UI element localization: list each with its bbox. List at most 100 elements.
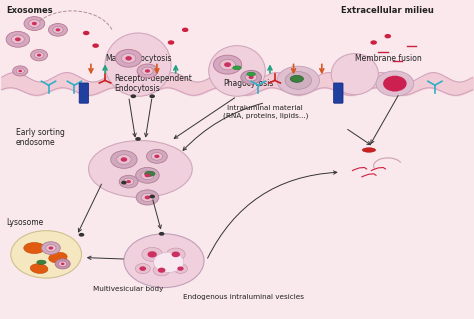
Circle shape — [166, 248, 185, 261]
Text: Early sorting
endosome: Early sorting endosome — [16, 128, 64, 147]
Text: Lysosome: Lysosome — [6, 218, 43, 227]
Circle shape — [154, 252, 184, 272]
Circle shape — [92, 43, 99, 48]
Circle shape — [137, 64, 158, 78]
Circle shape — [111, 151, 137, 168]
Circle shape — [135, 137, 141, 141]
Circle shape — [31, 49, 47, 61]
Text: Macropinocytosis: Macropinocytosis — [105, 54, 172, 63]
Circle shape — [141, 193, 154, 202]
Circle shape — [116, 49, 142, 67]
Circle shape — [121, 157, 127, 162]
Ellipse shape — [247, 72, 255, 76]
Ellipse shape — [209, 46, 265, 96]
Ellipse shape — [145, 171, 155, 176]
Text: Receptor-dependent
Endocytosis: Receptor-dependent Endocytosis — [115, 74, 192, 93]
Circle shape — [220, 59, 236, 70]
Circle shape — [37, 54, 41, 56]
Circle shape — [53, 26, 63, 33]
Circle shape — [48, 247, 53, 249]
Circle shape — [151, 152, 163, 160]
Text: Phagocytosis: Phagocytosis — [223, 79, 273, 88]
Circle shape — [121, 181, 127, 184]
Circle shape — [58, 261, 67, 267]
Circle shape — [145, 173, 150, 177]
Circle shape — [139, 266, 146, 271]
Circle shape — [117, 155, 131, 164]
Circle shape — [168, 40, 174, 45]
Circle shape — [383, 76, 407, 92]
Ellipse shape — [49, 252, 67, 263]
Text: Multivesicular body: Multivesicular body — [93, 286, 164, 292]
Circle shape — [149, 195, 155, 198]
Circle shape — [13, 66, 28, 76]
Text: Extracellular milieu: Extracellular milieu — [341, 6, 434, 15]
Ellipse shape — [362, 148, 375, 152]
Circle shape — [158, 268, 165, 273]
Circle shape — [18, 70, 22, 72]
Circle shape — [149, 94, 155, 98]
Circle shape — [55, 259, 70, 269]
Circle shape — [147, 251, 157, 257]
Circle shape — [48, 24, 67, 36]
Circle shape — [246, 73, 257, 81]
FancyBboxPatch shape — [79, 83, 89, 103]
Circle shape — [153, 264, 170, 276]
Circle shape — [28, 20, 40, 27]
Circle shape — [172, 251, 180, 257]
Circle shape — [125, 56, 132, 61]
Circle shape — [135, 263, 150, 274]
Circle shape — [182, 28, 189, 32]
Circle shape — [159, 232, 164, 236]
Ellipse shape — [30, 264, 48, 273]
FancyBboxPatch shape — [334, 83, 343, 103]
Ellipse shape — [36, 260, 46, 264]
Circle shape — [136, 190, 159, 205]
Circle shape — [142, 248, 163, 261]
Circle shape — [83, 31, 90, 35]
Circle shape — [11, 231, 82, 278]
Text: Exosomes: Exosomes — [6, 6, 53, 15]
Circle shape — [213, 55, 242, 74]
Circle shape — [126, 180, 131, 183]
Circle shape — [155, 155, 159, 158]
Circle shape — [145, 69, 150, 73]
Circle shape — [124, 234, 204, 287]
Circle shape — [123, 178, 134, 185]
Ellipse shape — [290, 75, 303, 82]
Text: Membrane fusion: Membrane fusion — [355, 54, 421, 63]
Circle shape — [177, 266, 183, 271]
Text: Intraluminal material
(RNA, proteins, lipids...): Intraluminal material (RNA, proteins, li… — [223, 105, 308, 119]
Circle shape — [61, 263, 64, 265]
Circle shape — [370, 40, 377, 45]
Circle shape — [136, 167, 159, 183]
Circle shape — [121, 54, 136, 63]
Circle shape — [224, 62, 231, 67]
Circle shape — [35, 52, 44, 58]
Circle shape — [24, 17, 45, 31]
Circle shape — [142, 67, 153, 75]
Circle shape — [32, 22, 37, 25]
Ellipse shape — [24, 242, 45, 254]
Ellipse shape — [89, 141, 192, 197]
Circle shape — [384, 34, 391, 38]
Circle shape — [145, 196, 150, 199]
Circle shape — [141, 171, 154, 180]
Circle shape — [79, 233, 84, 237]
Circle shape — [285, 71, 311, 89]
Circle shape — [119, 175, 138, 188]
Ellipse shape — [105, 33, 171, 96]
Circle shape — [55, 28, 60, 31]
Ellipse shape — [331, 54, 378, 95]
Circle shape — [376, 71, 414, 96]
Circle shape — [173, 264, 188, 273]
Circle shape — [146, 149, 167, 163]
Circle shape — [15, 37, 21, 41]
Ellipse shape — [233, 66, 241, 70]
Circle shape — [248, 76, 254, 79]
Circle shape — [46, 245, 56, 251]
Circle shape — [241, 70, 262, 84]
Circle shape — [41, 242, 60, 254]
Circle shape — [11, 35, 24, 44]
Circle shape — [277, 66, 319, 95]
